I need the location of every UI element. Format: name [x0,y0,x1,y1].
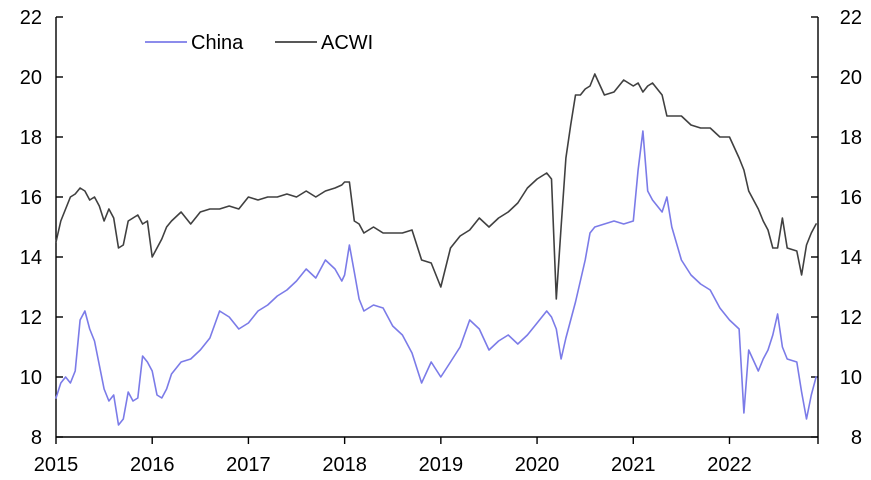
y-tick-label-right: 16 [840,187,862,209]
x-tick-label: 2021 [611,454,656,476]
x-tick-label: 2015 [34,454,79,476]
series-layer [55,73,817,426]
y-tick-label-right: 20 [840,67,862,89]
y-tick-label-left: 18 [20,127,42,149]
y-tick-label-right: 10 [840,367,862,389]
y-tick-label-left: 22 [20,7,42,29]
y-tick-label-left: 20 [20,67,42,89]
x-tick-label: 2019 [419,454,464,476]
y-tick-label-left: 10 [20,367,42,389]
x-tick-label: 2018 [322,454,367,476]
legend-label-china: China [191,32,244,54]
y-tick-label-left: 12 [20,307,42,329]
legend: China ACWI [145,32,373,54]
y-tick-label-right: 12 [840,307,862,329]
y-tick-label-right: 8 [851,427,862,449]
legend-label-acwi: ACWI [321,32,373,54]
x-tick-label: 2020 [515,454,560,476]
y-tick-label-left: 16 [20,187,42,209]
series-line-acwi [55,73,817,300]
x-tick-label: 2022 [707,454,752,476]
y-tick-label-left: 14 [20,247,42,269]
x-tick-label: 2017 [226,454,271,476]
y-tick-label-right: 18 [840,127,862,149]
series-line-china [55,130,817,426]
y-tick-label-right: 14 [840,247,862,269]
y-tick-label-right: 22 [840,7,862,29]
y-tick-label-left: 8 [31,427,42,449]
x-tick-label: 2016 [130,454,175,476]
